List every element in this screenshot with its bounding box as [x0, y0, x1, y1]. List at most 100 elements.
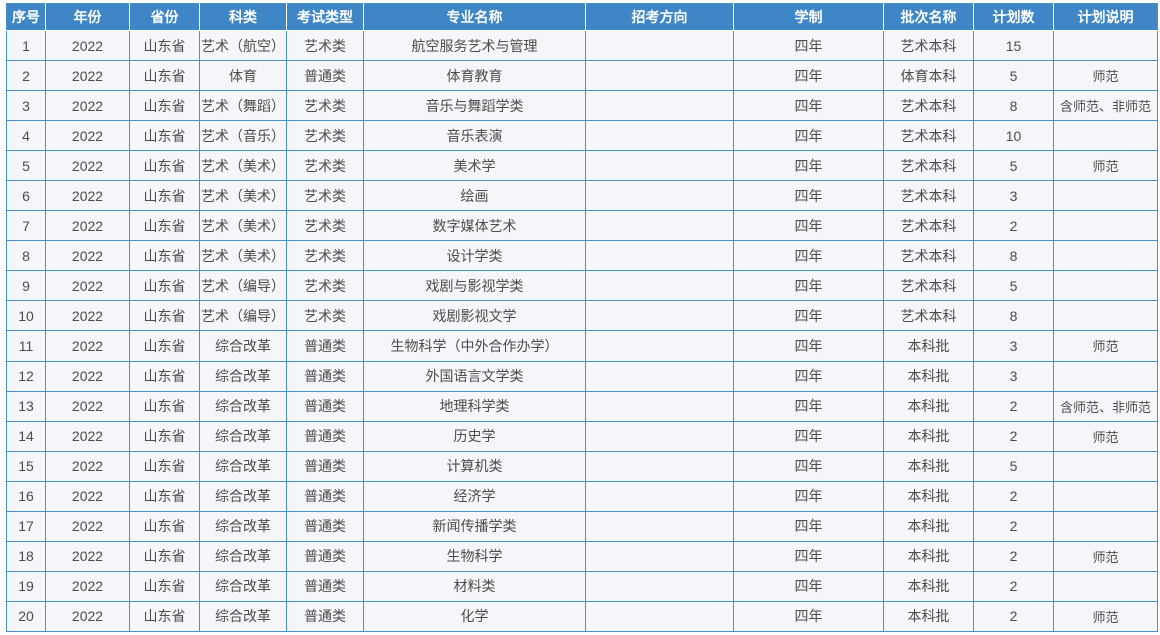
cell-major_name: 新闻传播学类	[363, 510, 586, 542]
table-row: 15 2022 山东省 综合改革 普通类 计算机类 四年 本科批 5	[6, 450, 1158, 482]
cell-plan_note	[1053, 360, 1158, 392]
cell-exam_type: 艺术类	[286, 150, 364, 182]
cell-major_name: 音乐表演	[363, 120, 586, 152]
cell-plan_note: 师范	[1053, 60, 1158, 92]
cell-exam_type: 普通类	[286, 570, 364, 602]
cell-direction	[585, 180, 734, 212]
cell-direction	[585, 330, 734, 362]
cell-direction	[585, 150, 734, 182]
cell-duration: 四年	[733, 570, 884, 602]
cell-province: 山东省	[129, 240, 200, 272]
table-row: 7 2022 山东省 艺术（美术） 艺术类 数字媒体艺术 四年 艺术本科 2	[6, 210, 1158, 242]
cell-direction	[585, 210, 734, 242]
cell-batch_name: 本科批	[883, 330, 974, 362]
cell-plan_note	[1053, 300, 1158, 332]
cell-major_name: 生物科学	[363, 540, 586, 572]
cell-exam_type: 普通类	[286, 480, 364, 512]
table-row: 18 2022 山东省 综合改革 普通类 生物科学 四年 本科批 2 师范	[6, 540, 1158, 572]
cell-direction	[585, 120, 734, 152]
cell-year: 2022	[45, 210, 130, 242]
cell-plan_note	[1053, 270, 1158, 302]
cell-major_name: 生物科学（中外合作办学）	[363, 330, 586, 362]
cell-exam_type: 艺术类	[286, 29, 364, 62]
cell-category: 体育	[199, 60, 287, 92]
cell-exam_type: 普通类	[286, 420, 364, 452]
cell-plan_note	[1053, 450, 1158, 482]
table-header-row: 序号 年份 省份 科类 考试类型 专业名称 招考方向 学制 批次名称 计划数 计划说明	[6, 3, 1158, 31]
cell-index: 7	[6, 210, 46, 242]
cell-index: 14	[6, 420, 46, 452]
cell-year: 2022	[45, 420, 130, 452]
cell-province: 山东省	[129, 540, 200, 572]
cell-plan_note: 师范	[1053, 330, 1158, 362]
cell-plan_note	[1053, 180, 1158, 212]
cell-plan_note	[1053, 240, 1158, 272]
cell-year: 2022	[45, 540, 130, 572]
cell-exam_type: 普通类	[286, 540, 364, 572]
cell-batch_name: 本科批	[883, 570, 974, 602]
table-row: 17 2022 山东省 综合改革 普通类 新闻传播学类 四年 本科批 2	[6, 510, 1158, 542]
cell-duration: 四年	[733, 360, 884, 392]
cell-batch_name: 艺术本科	[883, 300, 974, 332]
cell-exam_type: 普通类	[286, 390, 364, 422]
cell-major_name: 美术学	[363, 150, 586, 182]
cell-plan_note	[1053, 570, 1158, 602]
cell-exam_type: 艺术类	[286, 90, 364, 122]
cell-batch_name: 艺术本科	[883, 120, 974, 152]
cell-duration: 四年	[733, 29, 884, 62]
cell-duration: 四年	[733, 180, 884, 212]
cell-direction	[585, 510, 734, 542]
cell-year: 2022	[45, 330, 130, 362]
table-row: 13 2022 山东省 综合改革 普通类 地理科学类 四年 本科批 2 含师范、非师范	[6, 390, 1158, 422]
cell-duration: 四年	[733, 390, 884, 422]
cell-duration: 四年	[733, 450, 884, 482]
cell-year: 2022	[45, 90, 130, 122]
cell-duration: 四年	[733, 300, 884, 332]
cell-province: 山东省	[129, 29, 200, 62]
cell-batch_name: 本科批	[883, 420, 974, 452]
cell-duration: 四年	[733, 600, 884, 633]
cell-index: 19	[6, 570, 46, 602]
cell-index: 6	[6, 180, 46, 212]
cell-category: 艺术（航空）	[199, 29, 287, 62]
table-row: 5 2022 山东省 艺术（美术） 艺术类 美术学 四年 艺术本科 5 师范	[6, 150, 1158, 182]
admission-plan-table: 序号 年份 省份 科类 考试类型 专业名称 招考方向 学制 批次名称 计划数 计划说明 1 2022 山…	[6, 3, 1158, 633]
cell-direction	[585, 90, 734, 122]
table-row: 6 2022 山东省 艺术（美术） 艺术类 绘画 四年 艺术本科 3	[6, 180, 1158, 212]
cell-category: 综合改革	[199, 330, 287, 362]
cell-category: 综合改革	[199, 480, 287, 512]
cell-direction	[585, 450, 734, 482]
table-row: 20 2022 山东省 综合改革 普通类 化学 四年 本科批 2 师范	[6, 600, 1158, 633]
cell-province: 山东省	[129, 510, 200, 542]
cell-plan_count: 8	[973, 240, 1054, 272]
cell-major_name: 材料类	[363, 570, 586, 602]
cell-major_name: 地理科学类	[363, 390, 586, 422]
cell-plan_note: 含师范、非师范	[1053, 390, 1158, 422]
column-header-direction: 招考方向	[585, 3, 734, 31]
cell-category: 艺术（美术）	[199, 180, 287, 212]
cell-index: 20	[6, 600, 46, 633]
cell-batch_name: 艺术本科	[883, 240, 974, 272]
cell-duration: 四年	[733, 270, 884, 302]
cell-plan_count: 5	[973, 60, 1054, 92]
cell-direction	[585, 600, 734, 633]
cell-province: 山东省	[129, 480, 200, 512]
admission-plan-table-container: 序号 年份 省份 科类 考试类型 专业名称 招考方向 学制 批次名称 计划数 计划说明 1 2022 山…	[6, 3, 1158, 633]
cell-plan_count: 2	[973, 510, 1054, 542]
column-header-province: 省份	[129, 3, 200, 31]
cell-exam_type: 普通类	[286, 600, 364, 633]
cell-direction	[585, 240, 734, 272]
cell-duration: 四年	[733, 60, 884, 92]
cell-plan_note	[1053, 480, 1158, 512]
cell-plan_count: 8	[973, 90, 1054, 122]
cell-category: 艺术（编导）	[199, 300, 287, 332]
cell-year: 2022	[45, 480, 130, 512]
cell-exam_type: 艺术类	[286, 270, 364, 302]
cell-province: 山东省	[129, 450, 200, 482]
cell-plan_count: 2	[973, 390, 1054, 422]
cell-batch_name: 艺术本科	[883, 90, 974, 122]
cell-plan_note	[1053, 510, 1158, 542]
cell-index: 10	[6, 300, 46, 332]
table-row: 4 2022 山东省 艺术（音乐） 艺术类 音乐表演 四年 艺术本科 10	[6, 120, 1158, 152]
cell-direction	[585, 570, 734, 602]
